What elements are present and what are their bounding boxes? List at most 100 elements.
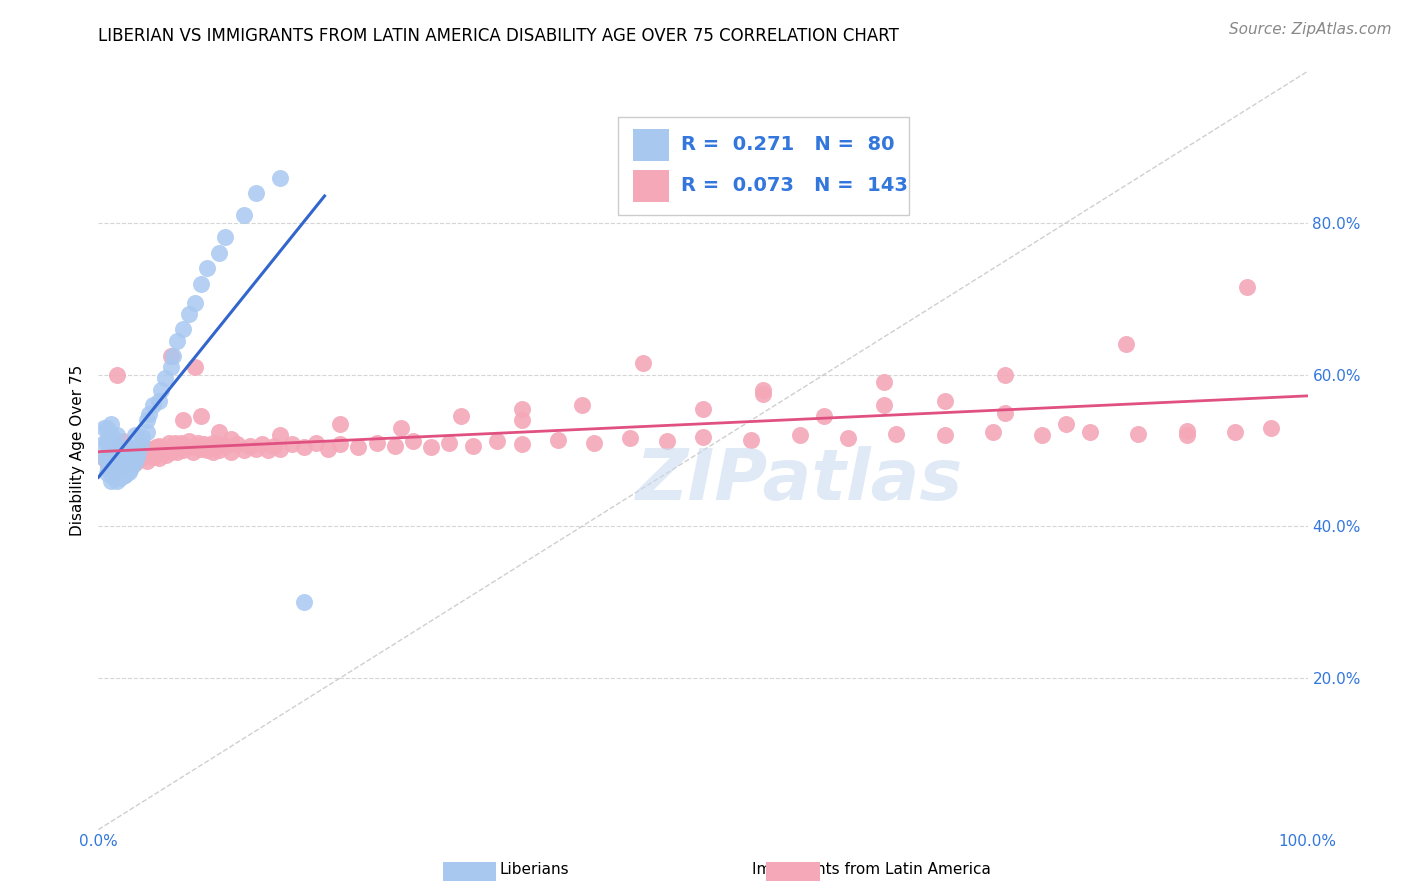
Point xyxy=(108,465,131,479)
Point xyxy=(100,451,122,466)
Point xyxy=(269,442,291,456)
Point xyxy=(245,186,267,200)
Text: R =  0.073   N =  143: R = 0.073 N = 143 xyxy=(682,177,908,195)
Point xyxy=(105,451,128,466)
Point xyxy=(169,441,191,455)
Point xyxy=(202,445,225,459)
Point xyxy=(114,443,136,458)
Point xyxy=(124,443,146,458)
Point xyxy=(205,437,228,451)
Point xyxy=(752,386,775,401)
Point xyxy=(655,434,678,449)
Point xyxy=(124,455,146,469)
Point xyxy=(150,446,173,460)
Text: Source: ZipAtlas.com: Source: ZipAtlas.com xyxy=(1229,22,1392,37)
Point xyxy=(195,443,218,458)
Point xyxy=(510,413,533,427)
Point xyxy=(105,443,128,458)
Point xyxy=(245,442,267,456)
Point xyxy=(981,425,1004,440)
Point xyxy=(111,446,134,460)
Point xyxy=(108,458,131,473)
Point xyxy=(631,356,654,370)
Point xyxy=(157,436,180,450)
Point xyxy=(281,437,304,451)
Point xyxy=(97,462,120,476)
Point xyxy=(103,452,125,467)
Point xyxy=(1128,426,1150,441)
FancyBboxPatch shape xyxy=(633,129,669,161)
Point xyxy=(121,445,143,459)
Point xyxy=(402,434,425,449)
Point xyxy=(118,441,141,455)
Point xyxy=(135,454,157,468)
Point xyxy=(160,445,183,459)
Point xyxy=(111,457,134,471)
Point xyxy=(114,456,136,470)
Point xyxy=(305,436,328,450)
Point xyxy=(1175,428,1198,442)
Point xyxy=(316,442,339,456)
Point xyxy=(148,439,170,453)
Point xyxy=(934,394,956,409)
Point xyxy=(111,434,134,449)
Point xyxy=(111,458,134,473)
Point xyxy=(101,452,124,467)
Point xyxy=(105,474,128,488)
Point xyxy=(256,443,278,458)
Point xyxy=(139,443,162,458)
Point xyxy=(121,452,143,467)
Point xyxy=(93,421,115,435)
Point xyxy=(100,417,122,431)
Point xyxy=(128,445,150,459)
Point xyxy=(208,425,231,439)
Point xyxy=(93,451,115,466)
Point xyxy=(214,229,236,244)
FancyBboxPatch shape xyxy=(619,117,908,216)
Point xyxy=(934,428,956,442)
Point xyxy=(160,349,183,363)
Point xyxy=(150,383,173,397)
Point xyxy=(118,450,141,464)
Point xyxy=(132,445,155,459)
Point xyxy=(138,448,160,462)
Point xyxy=(148,451,170,466)
Point xyxy=(110,467,132,482)
Point xyxy=(129,436,152,450)
Point xyxy=(190,409,212,424)
Point xyxy=(121,458,143,473)
Point xyxy=(152,442,174,456)
Point xyxy=(108,453,131,467)
Point xyxy=(153,371,176,385)
Point xyxy=(110,448,132,462)
Point xyxy=(101,447,124,461)
Point xyxy=(250,437,273,451)
Point xyxy=(97,458,120,473)
Point xyxy=(142,398,165,412)
Point xyxy=(232,209,254,223)
Point xyxy=(169,436,191,450)
Point xyxy=(873,398,896,412)
Point xyxy=(108,452,131,467)
Point xyxy=(384,439,406,453)
Point xyxy=(96,421,118,435)
Point xyxy=(131,439,153,453)
Point xyxy=(172,322,194,336)
Point xyxy=(127,445,149,459)
Point xyxy=(108,445,131,459)
Point xyxy=(153,445,176,459)
Point xyxy=(108,456,131,470)
Point xyxy=(994,368,1017,382)
Point xyxy=(97,432,120,446)
Point xyxy=(112,465,135,479)
Point xyxy=(104,451,127,466)
Point xyxy=(143,445,166,459)
Point xyxy=(221,445,243,459)
Point xyxy=(129,451,152,466)
Point xyxy=(583,436,606,450)
Point xyxy=(93,436,115,450)
Point xyxy=(118,455,141,469)
Point xyxy=(263,439,285,453)
Point xyxy=(100,440,122,454)
Point xyxy=(1054,417,1077,431)
